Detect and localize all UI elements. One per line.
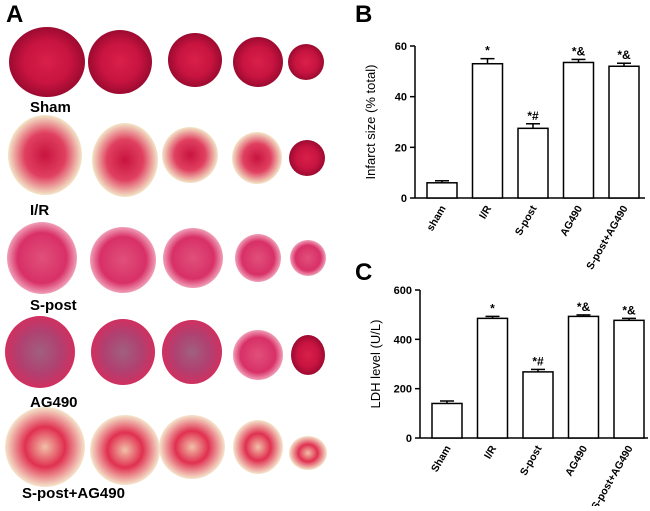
- heart-slice: [163, 228, 223, 288]
- row-label: S-post: [30, 297, 77, 314]
- y-tick-label: 20: [395, 142, 407, 154]
- heart-slice: [233, 330, 283, 380]
- row-label: I/R: [30, 202, 49, 219]
- heart-slice: [92, 123, 158, 197]
- heart-slice: [235, 234, 281, 282]
- heart-slice: [8, 115, 82, 195]
- bar: [567, 315, 600, 439]
- heart-slice: [162, 127, 218, 183]
- x-tick-label: sham: [424, 204, 448, 234]
- panel-label: B: [355, 1, 372, 28]
- y-tick-label: 600: [394, 285, 412, 297]
- bar: [471, 62, 504, 199]
- panel-label: C: [355, 259, 372, 286]
- heart-slice: [289, 140, 325, 176]
- heart-slice: [90, 415, 160, 485]
- x-tick-label: AG490: [563, 443, 590, 478]
- heart-slice: [291, 335, 325, 375]
- heart-slice: [232, 132, 282, 184]
- heart-slice: [91, 319, 155, 385]
- heart-slice: [162, 320, 222, 384]
- row-label: AG490: [30, 394, 78, 411]
- heart-slice: [7, 222, 77, 294]
- heart-slice: [233, 37, 283, 87]
- heart-slice: [5, 316, 75, 388]
- heart-slice: [88, 30, 152, 94]
- y-axis-label: Infarct size (% total): [363, 65, 378, 180]
- y-tick-label: 0: [406, 433, 412, 445]
- heart-photos: [5, 27, 327, 487]
- significance-mark: *: [485, 44, 490, 58]
- x-tick-label: I/R: [477, 203, 494, 221]
- x-tick-label: S-post: [513, 203, 540, 238]
- significance-mark: *&: [577, 300, 591, 314]
- bar: [426, 182, 458, 199]
- heart-slice: [9, 27, 85, 97]
- bar: [613, 319, 645, 439]
- x-tick-label: S-post: [518, 443, 545, 478]
- bar: [476, 317, 509, 439]
- heart-slice: [168, 33, 222, 87]
- heart-slice: [159, 415, 225, 479]
- panel-label: A: [6, 1, 23, 28]
- x-tick-label: S-post+AG490: [589, 443, 636, 506]
- significance-mark: *&: [617, 48, 631, 62]
- x-tick-label: AG490: [558, 203, 585, 238]
- row-label: S-post+AG490: [22, 485, 125, 502]
- significance-mark: *&: [572, 44, 586, 58]
- significance-mark: *: [490, 301, 495, 315]
- bar: [522, 371, 554, 439]
- heart-slice: [90, 227, 156, 293]
- heart-slice: [290, 240, 326, 276]
- y-axis-label: LDH level (U/L): [368, 320, 383, 409]
- bar: [517, 127, 549, 199]
- y-tick-label: 200: [394, 384, 412, 396]
- bar: [562, 61, 595, 199]
- y-tick-label: 40: [395, 92, 407, 104]
- heart-slice: [289, 436, 327, 470]
- significance-mark: *&: [622, 303, 636, 317]
- significance-mark: *#: [532, 354, 544, 368]
- y-tick-label: 0: [401, 193, 407, 205]
- bar: [608, 65, 640, 199]
- row-label: Sham: [30, 99, 71, 116]
- y-tick-label: 400: [394, 334, 412, 346]
- x-tick-label: Sham: [429, 444, 454, 475]
- significance-mark: *#: [527, 109, 539, 123]
- heart-slice: [288, 44, 324, 80]
- y-tick-label: 60: [395, 41, 407, 53]
- x-tick-label: I/R: [482, 443, 499, 461]
- bar: [431, 402, 463, 439]
- x-tick-label: S-post+AG490: [584, 203, 631, 272]
- heart-slice: [5, 407, 85, 487]
- heart-slice: [233, 420, 283, 474]
